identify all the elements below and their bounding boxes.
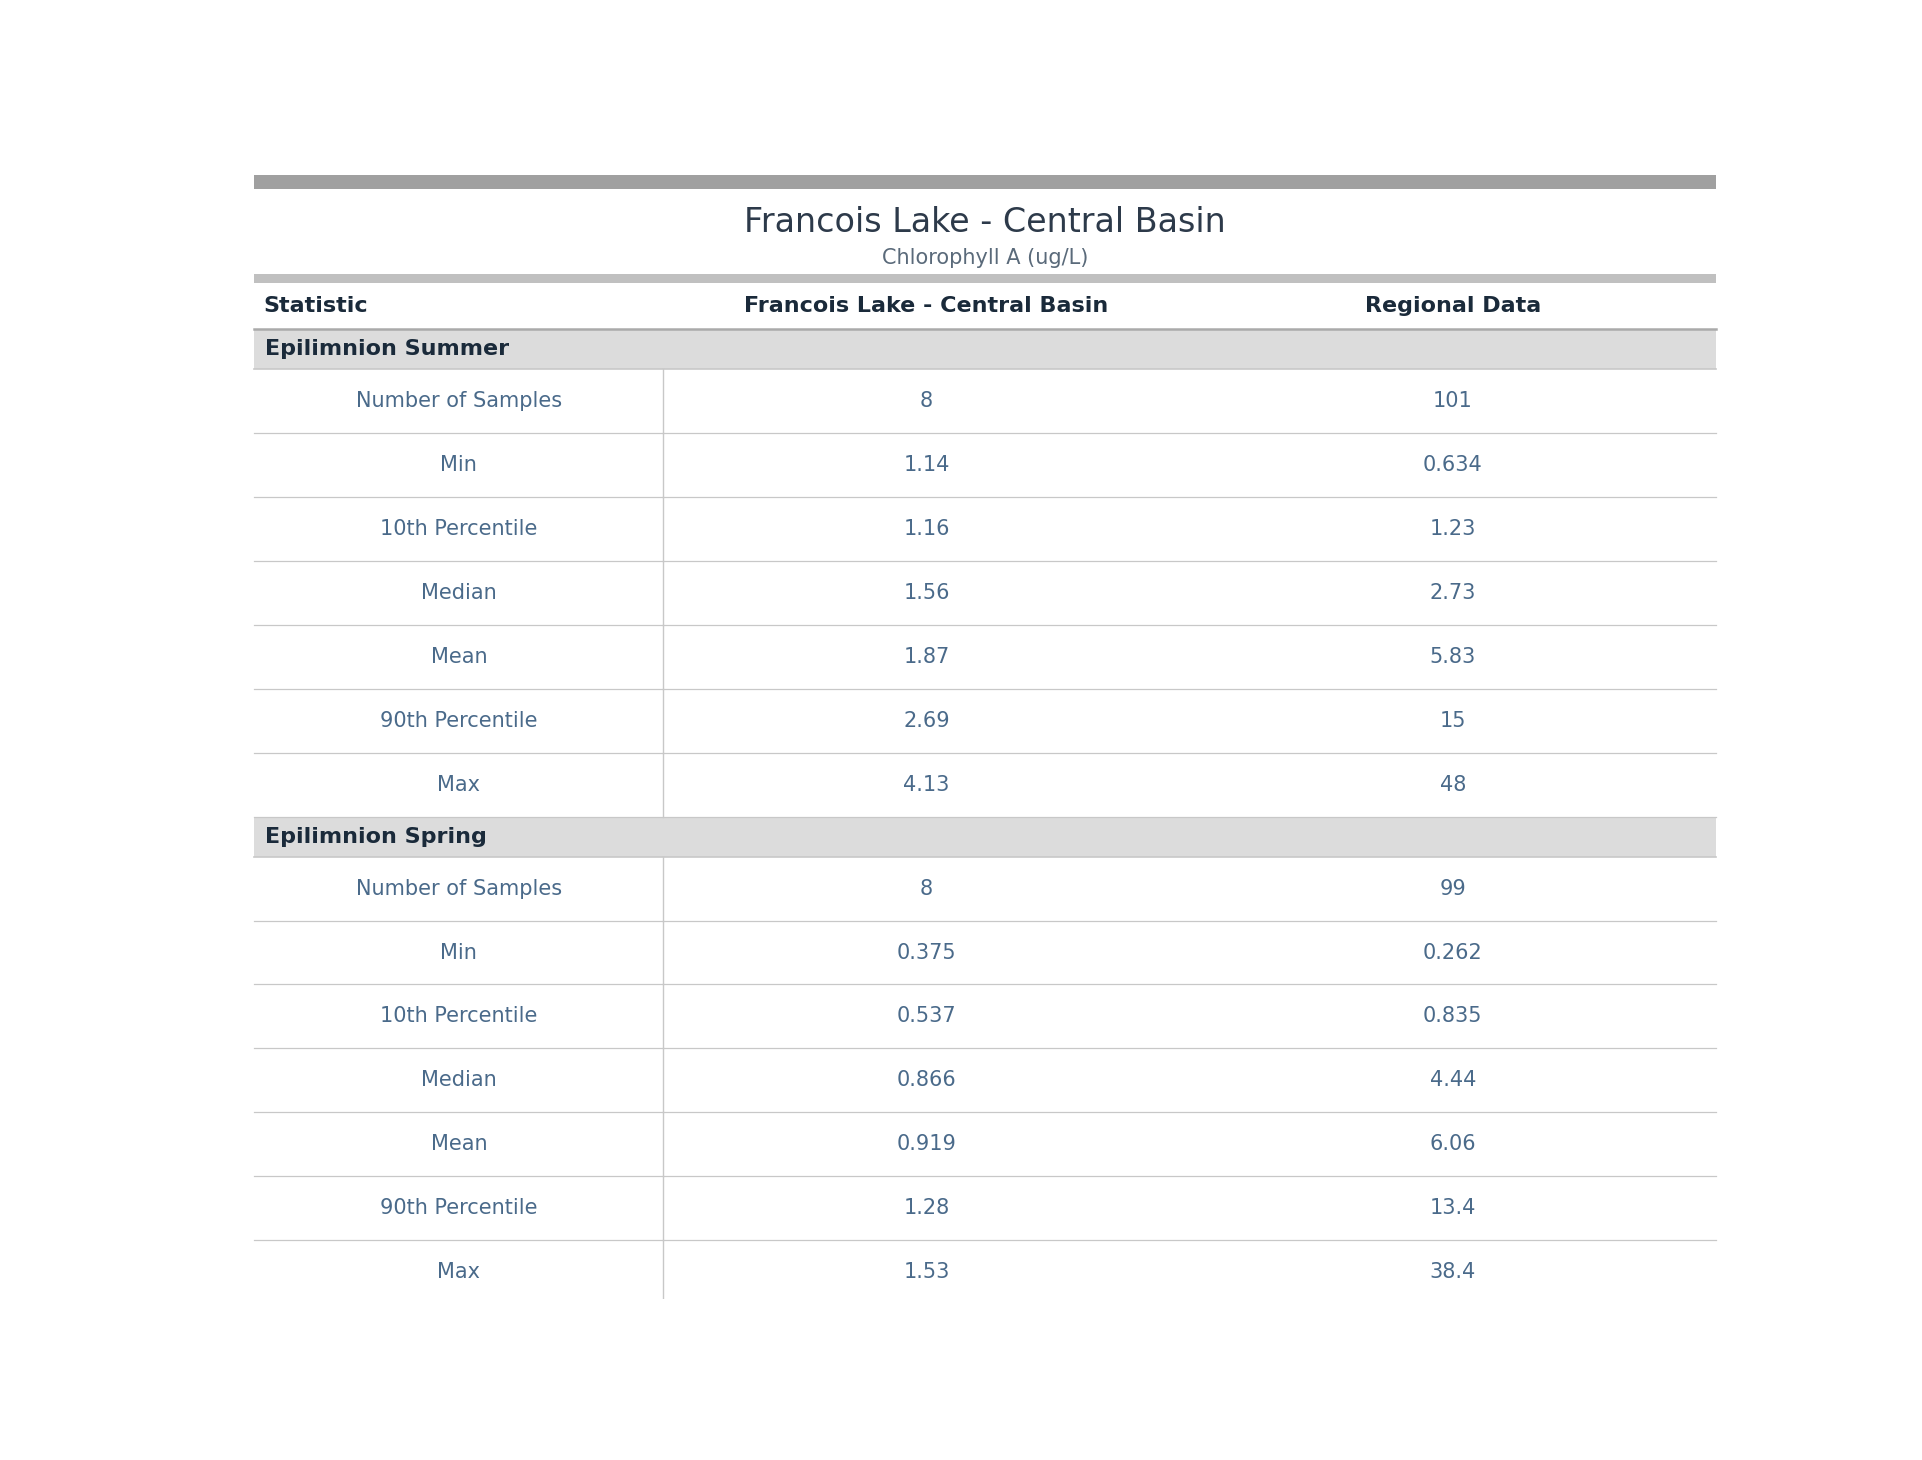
Text: 38.4: 38.4 — [1430, 1261, 1476, 1282]
Text: Regional Data: Regional Data — [1365, 296, 1541, 317]
Text: 1.14: 1.14 — [903, 456, 949, 474]
Text: 0.919: 0.919 — [898, 1134, 957, 1155]
Text: 10th Percentile: 10th Percentile — [381, 1006, 538, 1026]
Bar — [254, 1113, 1716, 1177]
Bar — [254, 625, 1716, 689]
Text: 99: 99 — [1440, 879, 1466, 898]
Text: 8: 8 — [921, 879, 932, 898]
Text: 101: 101 — [1434, 391, 1472, 412]
Text: Epilimnion Spring: Epilimnion Spring — [265, 826, 486, 847]
Text: 0.537: 0.537 — [898, 1006, 957, 1026]
Text: 0.634: 0.634 — [1422, 456, 1482, 474]
Text: 1.23: 1.23 — [1430, 518, 1476, 539]
Text: 13.4: 13.4 — [1430, 1199, 1476, 1218]
Text: 15: 15 — [1440, 711, 1466, 731]
Text: 8: 8 — [921, 391, 932, 412]
Bar — [254, 496, 1716, 561]
Bar — [254, 561, 1716, 625]
Text: 0.835: 0.835 — [1422, 1006, 1482, 1026]
Text: 4.13: 4.13 — [903, 775, 949, 794]
Text: Min: Min — [440, 456, 477, 474]
Text: 2.69: 2.69 — [903, 711, 949, 731]
Bar — [254, 369, 1716, 434]
Text: 5.83: 5.83 — [1430, 647, 1476, 667]
Text: 0.375: 0.375 — [898, 943, 957, 962]
Bar — [254, 816, 1716, 857]
Text: Mean: Mean — [431, 1134, 486, 1155]
Bar — [254, 1048, 1716, 1113]
Bar — [254, 328, 1716, 369]
Text: 2.73: 2.73 — [1430, 583, 1476, 603]
Text: 1.56: 1.56 — [903, 583, 949, 603]
Text: 48: 48 — [1440, 775, 1466, 794]
Bar — [254, 689, 1716, 753]
Bar — [254, 984, 1716, 1048]
Bar — [254, 434, 1716, 496]
Bar — [254, 175, 1716, 188]
Bar — [254, 1177, 1716, 1240]
Text: 90th Percentile: 90th Percentile — [381, 1199, 538, 1218]
Text: Median: Median — [421, 583, 496, 603]
Text: Francois Lake - Central Basin: Francois Lake - Central Basin — [744, 296, 1109, 317]
Text: Max: Max — [438, 775, 480, 794]
Text: Epilimnion Summer: Epilimnion Summer — [265, 339, 509, 359]
Text: Number of Samples: Number of Samples — [356, 879, 561, 898]
Text: Number of Samples: Number of Samples — [356, 391, 561, 412]
Text: 1.28: 1.28 — [903, 1199, 949, 1218]
Text: Min: Min — [440, 943, 477, 962]
Bar — [254, 753, 1716, 816]
Text: 1.16: 1.16 — [903, 518, 949, 539]
Bar — [254, 283, 1716, 328]
Bar — [254, 921, 1716, 984]
Text: 0.262: 0.262 — [1422, 943, 1482, 962]
Text: Mean: Mean — [431, 647, 486, 667]
Bar — [254, 274, 1716, 283]
Text: 4.44: 4.44 — [1430, 1070, 1476, 1091]
Text: 1.53: 1.53 — [903, 1261, 949, 1282]
Text: Francois Lake - Central Basin: Francois Lake - Central Basin — [744, 206, 1226, 239]
Text: Chlorophyll A (ug/L): Chlorophyll A (ug/L) — [882, 248, 1088, 269]
Bar — [254, 857, 1716, 921]
Text: 6.06: 6.06 — [1430, 1134, 1476, 1155]
Text: 1.87: 1.87 — [903, 647, 949, 667]
Text: 90th Percentile: 90th Percentile — [381, 711, 538, 731]
Bar — [254, 1240, 1716, 1304]
Text: Max: Max — [438, 1261, 480, 1282]
Text: Statistic: Statistic — [263, 296, 369, 317]
Text: Median: Median — [421, 1070, 496, 1091]
Text: 0.866: 0.866 — [898, 1070, 957, 1091]
Text: 10th Percentile: 10th Percentile — [381, 518, 538, 539]
